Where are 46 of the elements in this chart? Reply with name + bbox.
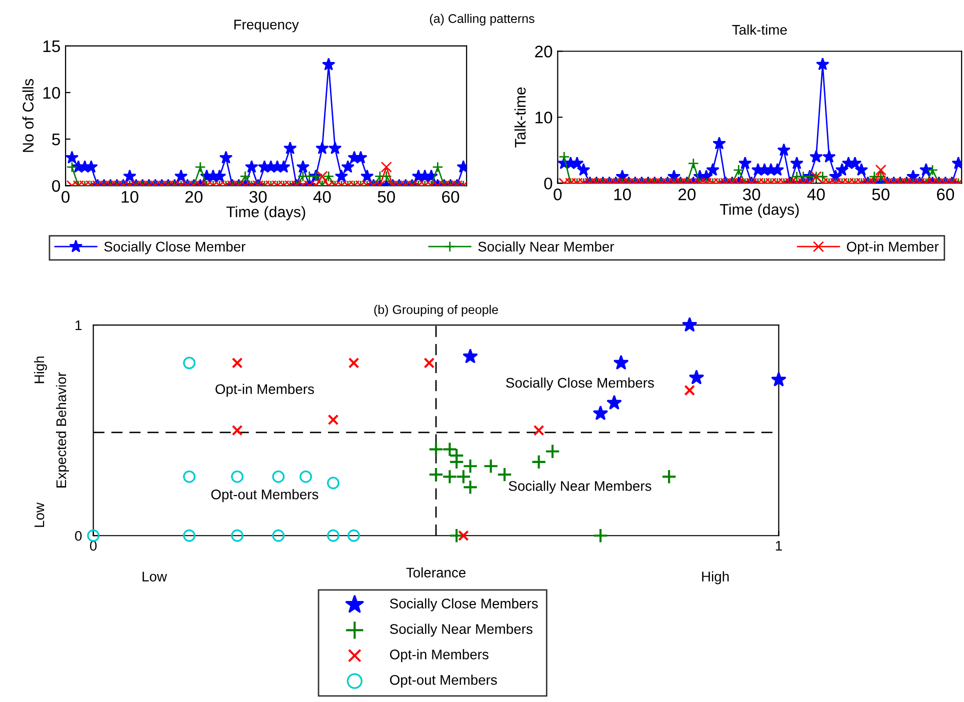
y-tick-label: 15: [43, 40, 60, 52]
legend-label: Socially Close Member: [104, 241, 246, 254]
text: Low: [142, 572, 168, 582]
annotation: Opt-out Members: [211, 489, 318, 502]
y-axis-title: Talk-time: [514, 87, 526, 148]
x-tick-label: 10: [614, 188, 631, 200]
chart-title: Frequency: [234, 20, 299, 32]
x-axis-title: Time (days): [720, 204, 799, 218]
text: Low: [34, 502, 44, 527]
x-tick-label: 10: [122, 190, 138, 203]
y-tick-label: 5: [52, 134, 60, 146]
x-tick-label: 60: [442, 190, 460, 203]
x-tick-label: 0: [62, 190, 70, 203]
legend-label: Opt-in Members: [390, 649, 488, 662]
x-axis-title: Time (days): [226, 206, 306, 220]
x-axis-title: Tolerance: [406, 567, 466, 578]
x-tick-label: 40: [807, 188, 825, 200]
y-axis-title: No of Calls: [22, 79, 34, 152]
legend-label: Socially Near Member: [478, 241, 614, 254]
text: (a) Calling patterns: [430, 14, 534, 26]
legend-label: Socially Close Members: [390, 598, 538, 612]
y-axis-title: Expected Behavior: [56, 372, 69, 488]
annotation: Socially Near Members: [508, 480, 652, 494]
y-tick-label: 0: [544, 178, 552, 190]
y-tick-label: 10: [43, 86, 60, 99]
text: High: [702, 571, 729, 584]
text: High: [34, 356, 47, 384]
x-tick-label: 50: [378, 190, 395, 203]
x-tick-label: 0: [554, 188, 562, 200]
y-tick-label: 10: [536, 112, 552, 124]
x-tick-label: 20: [185, 190, 202, 203]
x-tick-label: 20: [678, 188, 696, 200]
y-tick-label: 20: [535, 46, 552, 58]
legend-label: Opt-in Member: [846, 241, 939, 254]
legend-label: Opt-out Members: [390, 674, 497, 688]
legend-label: Socially Near Members: [390, 624, 532, 637]
x-tick-label: 50: [872, 188, 890, 200]
x-tick-label: 40: [313, 190, 331, 203]
x-tick-label: 60: [937, 188, 954, 200]
annotation: Socially Close Members: [506, 378, 654, 390]
annotation: Opt-in Members: [216, 384, 314, 397]
chart-title: Talk-time: [732, 24, 787, 35]
chart-title: (b) Grouping of people: [374, 304, 498, 317]
x-tick-label: 30: [742, 188, 760, 200]
y-tick-label: 0: [52, 180, 60, 192]
x-tick-label: 30: [249, 190, 267, 203]
